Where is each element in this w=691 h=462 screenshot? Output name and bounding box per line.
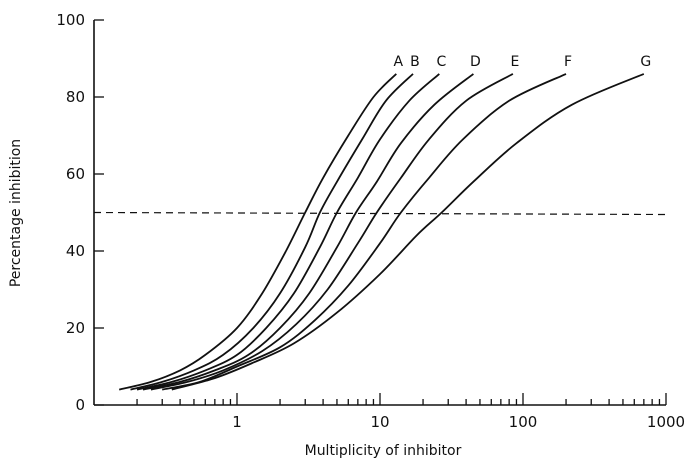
- y-tick-label: 100: [56, 11, 85, 29]
- y-tick-label: 0: [75, 396, 85, 414]
- curve-label-f: F: [564, 54, 572, 70]
- reference-line-group: [93, 211, 667, 216]
- y-tick-label: 80: [66, 88, 85, 106]
- y-tick-label: 20: [66, 319, 85, 337]
- curve-label-d: D: [470, 54, 481, 70]
- curves: [118, 73, 645, 391]
- y-axis-title: Percentage inhibition: [8, 139, 24, 287]
- curve-label-g: G: [640, 54, 651, 70]
- curve-label-b: B: [410, 54, 420, 70]
- curve-c: [136, 73, 440, 391]
- x-tick-label: 1000: [647, 413, 685, 431]
- curve-label-a: A: [394, 54, 404, 70]
- curve-b: [130, 73, 414, 391]
- x-tick-label: 1: [232, 413, 242, 431]
- y-tick-label: 60: [66, 165, 85, 183]
- y-tick-label: 40: [66, 242, 85, 260]
- reference-line-50: [93, 211, 667, 216]
- curve-label-e: E: [510, 54, 519, 70]
- curve-d: [142, 73, 474, 391]
- curve-e: [150, 73, 514, 391]
- x-tick-label: 100: [509, 413, 538, 431]
- curve-g: [171, 73, 645, 391]
- curve-a: [118, 73, 397, 391]
- x-axis-title: Multiplicity of inhibitor: [305, 443, 462, 459]
- axes: 0 20 40 60 80 100 1 10 100 1000: [56, 11, 685, 431]
- x-tick-label: 10: [370, 413, 389, 431]
- curve-label-c: C: [436, 54, 446, 70]
- curve-f: [162, 73, 567, 391]
